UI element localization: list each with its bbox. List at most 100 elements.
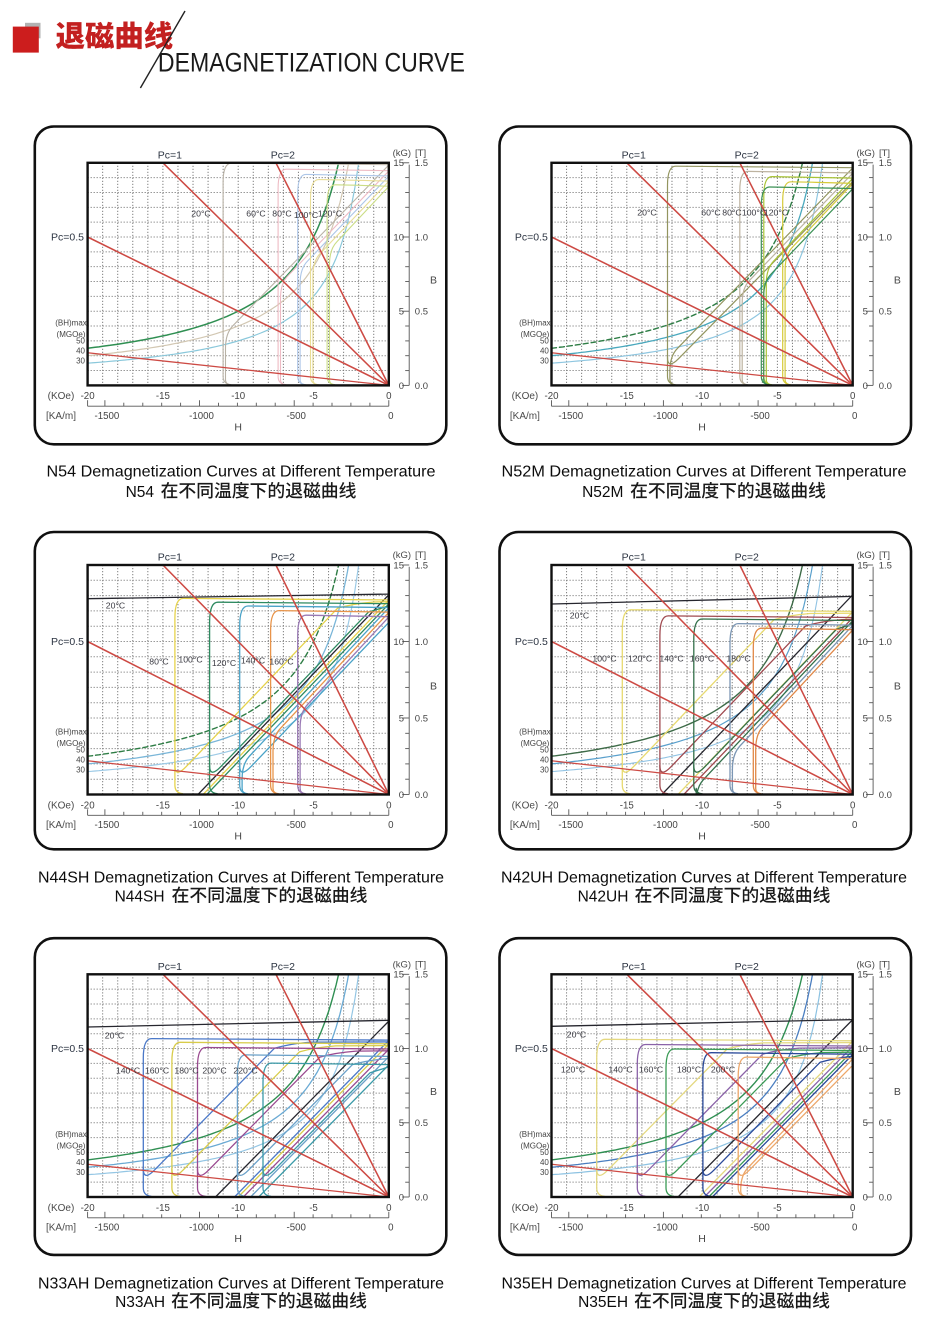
svg-text:Pc=0.5: Pc=0.5 bbox=[515, 232, 548, 244]
svg-text:40: 40 bbox=[76, 756, 85, 765]
svg-text:0: 0 bbox=[388, 820, 394, 831]
svg-text:0: 0 bbox=[386, 391, 392, 402]
svg-text:(BH)max: (BH)max bbox=[55, 1130, 87, 1139]
svg-text:(KOe): (KOe) bbox=[512, 800, 539, 811]
svg-text:40: 40 bbox=[76, 1158, 85, 1167]
svg-text:Pc=2: Pc=2 bbox=[271, 552, 295, 564]
svg-text:0: 0 bbox=[399, 790, 404, 801]
svg-text:-20: -20 bbox=[81, 800, 96, 811]
svg-text:-1000: -1000 bbox=[653, 820, 678, 831]
svg-text:[KA/m]: [KA/m] bbox=[46, 1223, 76, 1234]
svg-text:20°C: 20°C bbox=[570, 611, 589, 621]
svg-text:[T]: [T] bbox=[879, 959, 890, 970]
svg-text:5: 5 bbox=[399, 1118, 404, 1129]
svg-text:30: 30 bbox=[76, 356, 85, 365]
svg-text:B: B bbox=[430, 274, 437, 286]
svg-text:H: H bbox=[234, 421, 242, 433]
svg-text:(kG): (kG) bbox=[393, 148, 411, 159]
svg-text:(KOe): (KOe) bbox=[512, 391, 539, 402]
svg-text:Pc=0.5: Pc=0.5 bbox=[51, 636, 84, 648]
svg-text:5: 5 bbox=[399, 307, 404, 318]
svg-text:30: 30 bbox=[76, 766, 85, 775]
svg-text:(MGOe): (MGOe) bbox=[520, 1142, 549, 1151]
svg-text:140°C: 140°C bbox=[608, 1065, 632, 1075]
svg-text:H: H bbox=[234, 1233, 242, 1245]
svg-text:0: 0 bbox=[863, 381, 868, 392]
svg-text:40: 40 bbox=[540, 1158, 549, 1167]
svg-text:Pc=2: Pc=2 bbox=[271, 961, 295, 973]
svg-text:15: 15 bbox=[857, 970, 868, 981]
svg-text:(BH)max: (BH)max bbox=[519, 728, 551, 737]
svg-text:1.5: 1.5 bbox=[879, 158, 892, 169]
svg-text:80°C: 80°C bbox=[272, 209, 291, 219]
svg-text:10: 10 bbox=[857, 1044, 868, 1055]
svg-text:180°C: 180°C bbox=[677, 1065, 701, 1075]
svg-text:0: 0 bbox=[850, 391, 856, 402]
svg-text:(BH)max: (BH)max bbox=[55, 318, 87, 327]
svg-text:0: 0 bbox=[386, 1203, 392, 1214]
svg-text:15: 15 bbox=[857, 158, 868, 169]
svg-text:15: 15 bbox=[393, 560, 404, 571]
svg-text:0: 0 bbox=[388, 1223, 394, 1234]
svg-text:N44SH: N44SH bbox=[115, 889, 165, 906]
svg-text:(kG): (kG) bbox=[856, 959, 874, 970]
svg-text:0.5: 0.5 bbox=[415, 307, 428, 318]
svg-text:0.0: 0.0 bbox=[415, 1192, 428, 1203]
svg-text:-10: -10 bbox=[231, 800, 246, 811]
svg-text:20°C: 20°C bbox=[105, 1031, 124, 1041]
svg-text:120°C: 120°C bbox=[318, 209, 342, 219]
svg-text:-500: -500 bbox=[287, 1223, 307, 1234]
svg-text:-10: -10 bbox=[695, 800, 710, 811]
svg-text:30: 30 bbox=[76, 1168, 85, 1177]
svg-text:0.0: 0.0 bbox=[879, 790, 892, 801]
svg-text:5: 5 bbox=[399, 713, 404, 724]
svg-text:180°C: 180°C bbox=[174, 1066, 198, 1076]
svg-text:-15: -15 bbox=[156, 1203, 170, 1214]
svg-text:[KA/m]: [KA/m] bbox=[510, 411, 540, 422]
svg-text:140°C: 140°C bbox=[116, 1066, 140, 1076]
svg-text:10: 10 bbox=[857, 637, 868, 648]
svg-text:-15: -15 bbox=[620, 1203, 634, 1214]
svg-text:100°C: 100°C bbox=[592, 654, 616, 664]
svg-text:0: 0 bbox=[399, 1192, 404, 1203]
svg-text:(BH)max: (BH)max bbox=[519, 318, 551, 327]
svg-text:60°C: 60°C bbox=[701, 208, 720, 218]
svg-text:(BH)max: (BH)max bbox=[519, 1130, 551, 1139]
svg-text:10: 10 bbox=[857, 232, 868, 243]
svg-text:0: 0 bbox=[852, 411, 858, 422]
svg-text:(KOe): (KOe) bbox=[512, 1203, 539, 1214]
svg-text:Pc=0.5: Pc=0.5 bbox=[515, 1043, 548, 1055]
svg-text:-20: -20 bbox=[544, 1203, 559, 1214]
svg-text:-500: -500 bbox=[750, 1223, 770, 1234]
svg-text:H: H bbox=[698, 421, 706, 433]
svg-text:H: H bbox=[234, 831, 242, 843]
svg-text:-20: -20 bbox=[81, 391, 96, 402]
svg-text:-1500: -1500 bbox=[558, 1223, 583, 1234]
svg-text:-20: -20 bbox=[544, 800, 559, 811]
svg-text:50: 50 bbox=[76, 336, 85, 345]
svg-text:N33AH Demagnetization Curves a: N33AH Demagnetization Curves at Differen… bbox=[38, 1276, 444, 1293]
svg-text:15: 15 bbox=[857, 560, 868, 571]
svg-text:0: 0 bbox=[863, 1192, 868, 1203]
svg-text:-1000: -1000 bbox=[189, 1223, 214, 1234]
svg-text:160°C: 160°C bbox=[269, 657, 293, 667]
svg-text:20°C: 20°C bbox=[637, 208, 656, 218]
svg-text:0: 0 bbox=[852, 1223, 858, 1234]
svg-text:-1500: -1500 bbox=[95, 1223, 120, 1234]
svg-text:-500: -500 bbox=[287, 411, 307, 422]
svg-text:1.5: 1.5 bbox=[879, 560, 892, 571]
svg-text:N54 Demagnetization Curves at: N54 Demagnetization Curves at Different … bbox=[47, 464, 436, 481]
svg-text:50: 50 bbox=[540, 746, 549, 755]
svg-text:20°C: 20°C bbox=[106, 601, 125, 611]
svg-text:[T]: [T] bbox=[879, 148, 890, 159]
svg-text:15: 15 bbox=[393, 970, 404, 981]
svg-text:-5: -5 bbox=[309, 391, 318, 402]
svg-text:0.5: 0.5 bbox=[415, 713, 428, 724]
svg-text:-5: -5 bbox=[773, 1203, 782, 1214]
svg-text:(KOe): (KOe) bbox=[48, 1203, 75, 1214]
svg-text:-15: -15 bbox=[156, 800, 170, 811]
svg-text:(MGOe): (MGOe) bbox=[520, 330, 549, 339]
svg-text:[KA/m]: [KA/m] bbox=[46, 411, 76, 422]
svg-text:N42UH Demagnetization Curves a: N42UH Demagnetization Curves at Differen… bbox=[501, 870, 907, 887]
svg-text:1.5: 1.5 bbox=[415, 158, 428, 169]
